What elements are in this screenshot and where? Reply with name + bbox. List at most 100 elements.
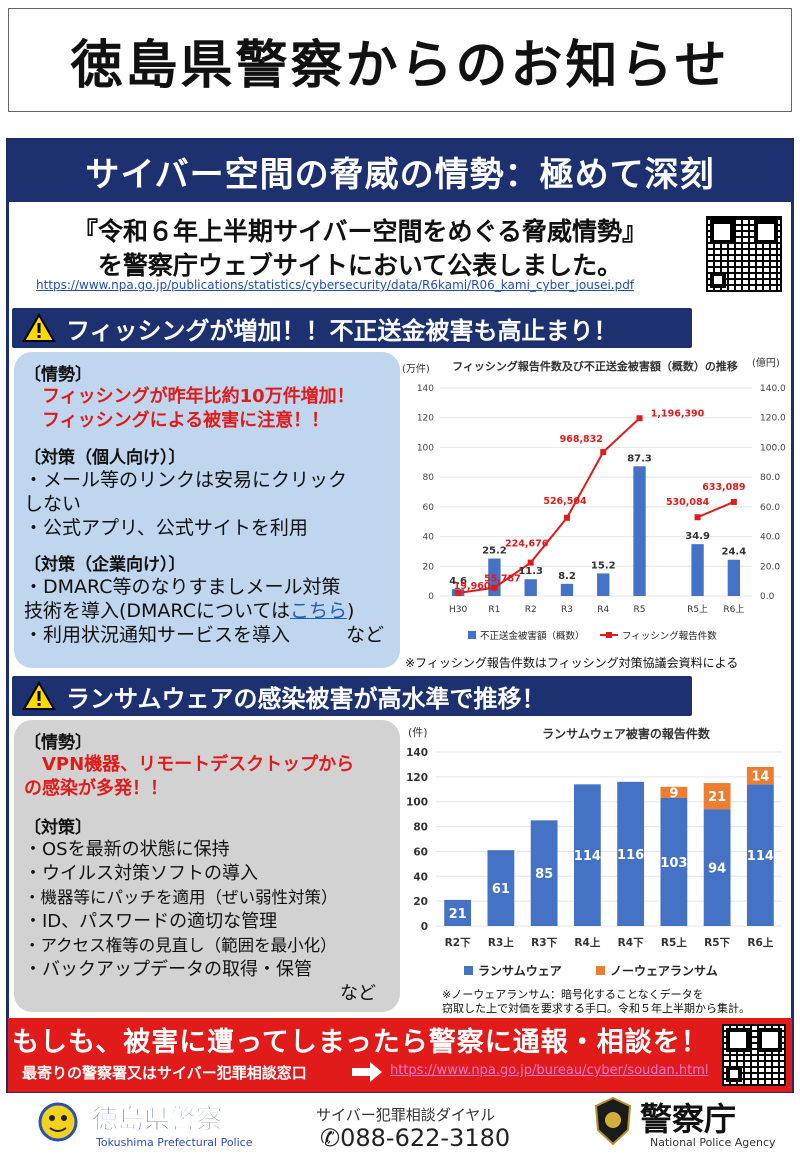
arrow-right-icon	[352, 1062, 382, 1082]
stacked-value-label: 14	[751, 770, 769, 785]
police-name: 徳島県警察	[91, 1104, 223, 1135]
line-point	[527, 559, 534, 566]
legend-swatch	[468, 631, 476, 639]
bar	[633, 466, 646, 596]
stacked-bar	[703, 783, 731, 810]
x-tick: R4上	[574, 936, 600, 949]
y-tick-left: 0	[428, 592, 434, 602]
chart-title: ランサムウェア被害の報告件数	[542, 726, 711, 741]
bar-value-label: 94	[708, 862, 726, 877]
phishing-source-note: ※フィッシング報告件数はフィッシング対策協議会資料による	[405, 656, 739, 670]
y-tick-right: 120.0	[760, 414, 786, 424]
note-line: ※ノーウェアランサム：暗号化することなくデータを	[442, 988, 704, 1001]
y-tick: 140	[406, 747, 428, 759]
x-tick: R5下	[704, 937, 730, 949]
legend-swatch	[606, 632, 612, 638]
ransomware-chart: ランサムウェア被害の報告件数 (件) 0 20 40 60 80 100 120 140 R2下…	[406, 726, 782, 978]
line-value-label: 1,196,390	[651, 408, 705, 419]
consultation-link[interactable]: https://www.npa.go.jp/bureau/cyber/souda…	[390, 1063, 709, 1078]
phone-icon: ✆	[320, 1124, 341, 1152]
y-axis-unit-right: (億円)	[752, 356, 780, 369]
bar-value-label: 103	[660, 856, 687, 871]
report-link[interactable]: https://www.npa.go.jp/publications/stati…	[36, 278, 635, 292]
phishing-situation-1: フィッシングが昨年比約10万件増加！	[42, 386, 355, 407]
bar	[530, 820, 558, 926]
ransomware-situation-2: の感染が多発！！	[24, 778, 168, 799]
x-tick: R3上	[488, 936, 514, 949]
phishing-heading: フィッシングが増加！！不正送金被害も高止まり！	[12, 308, 692, 348]
y-tick-left: 40	[423, 533, 435, 543]
y-tick: 80	[413, 822, 428, 834]
ransomware-panel: 〔情勢〕 VPN機器、リモートデスクトップから の感染が多発！！ 〔対策〕 ・O…	[14, 720, 400, 1012]
police-english-name: Tokushima Prefectural Police	[95, 1136, 253, 1149]
bar	[746, 784, 774, 926]
stacked-bar	[660, 786, 688, 798]
y-tick-right: 60.0	[760, 503, 780, 513]
x-tick: R5上	[687, 604, 708, 615]
x-tick: R5	[634, 605, 646, 615]
y-tick: 120	[406, 772, 428, 784]
line-series	[697, 501, 735, 519]
phishing-heading-text: フィッシングが増加！！不正送金被害も高止まり！	[66, 316, 618, 345]
line-value-label: 968,832	[560, 434, 603, 445]
corporate-measures-title: 〔対策（企業向け）〕	[24, 555, 186, 575]
bar-value-label: 15.2	[591, 560, 616, 571]
bar-value-label: 25.2	[482, 546, 507, 557]
consultation-qr-code[interactable]	[722, 1024, 786, 1086]
personal-measures-title: 〔対策（個人向け）〕	[24, 448, 186, 468]
bar-value-label: 87.3	[627, 453, 652, 464]
y-tick-right: 80.0	[760, 473, 780, 483]
bar-value-label: 4.6	[449, 576, 467, 587]
personal-measure: ・メール等のリンクは安易にクリック	[24, 469, 348, 491]
line-value-label: 526,504	[543, 496, 587, 507]
ransomware-measure: ・ID、パスワードの適切な管理	[24, 911, 278, 932]
y-tick-right: 100.0	[760, 443, 786, 453]
ransomware-situation-1: VPN機器、リモートデスクトップから	[42, 754, 355, 775]
legend-swatch	[464, 966, 473, 975]
ransomware-situation-title: 〔情勢〕	[24, 733, 92, 753]
x-tick: R2	[525, 605, 537, 615]
bar	[703, 809, 731, 926]
bar-value-label: 61	[492, 882, 510, 897]
line-point	[563, 514, 570, 521]
y-axis-label: (件)	[408, 726, 428, 739]
announcement-line-2: を警察庁ウェブサイトにおいて公表しました。	[97, 251, 623, 280]
line-series	[457, 417, 641, 595]
line-value-label: 633,089	[702, 482, 745, 493]
y-tick-left: 20	[423, 562, 435, 572]
bar-value-label: 24.4	[722, 547, 747, 558]
x-tick: R1	[488, 605, 500, 615]
bar	[660, 797, 688, 926]
stacked-value-label: 21	[708, 790, 726, 805]
line-point	[730, 498, 737, 505]
phishing-situation-2: フィッシングによる被害に注意！！	[42, 410, 330, 431]
y-tick: 0	[421, 921, 428, 933]
y-tick-left: 120	[417, 414, 434, 424]
ransomware-measures-title: 〔対策〕	[24, 818, 92, 838]
bar-value-label: 21	[449, 907, 467, 922]
etc-label: など	[345, 624, 384, 646]
report-qr-code[interactable]	[706, 216, 782, 292]
line-point	[455, 590, 462, 597]
dmarc-link[interactable]: こちら	[290, 600, 348, 622]
noware-ransom-note: ※ノーウェアランサム：暗号化することなくデータを 窃取した上で対価を要求する手口…	[442, 988, 782, 1016]
threat-banner: サイバー空間の脅威の情勢：極めて深刻	[8, 140, 792, 202]
x-tick: R4下	[618, 937, 644, 949]
bar	[691, 544, 704, 596]
npa-english-name: National Police Agency	[650, 1136, 776, 1149]
mascot-icon	[38, 1102, 78, 1142]
ransomware-measure: ・バックアップデータの取得・保管	[24, 959, 312, 980]
bar	[573, 784, 601, 926]
report-banner	[8, 1018, 792, 1092]
bar	[727, 559, 741, 596]
report-banner-title: もしも、被害に遭ってしまったら警察に通報・相談を！	[12, 1027, 709, 1058]
page-title: 徳島県警察からのお知らせ	[8, 8, 792, 112]
y-tick-right: 20.0	[760, 562, 780, 572]
bar	[617, 781, 645, 926]
phishing-chart: フィッシング報告件数及び不正送金被害額（概数）の推移 (万件) (億円) 0 0.…	[402, 356, 786, 642]
ransomware-heading: ランサムウェアの感染被害が高水準で推移！	[12, 676, 692, 716]
ransomware-heading-text: ランサムウェアの感染被害が高水準で推移！	[66, 684, 546, 713]
dial-number[interactable]: ✆088-622-3180	[320, 1124, 510, 1152]
ransomware-measure: ・機器等にパッチを適用（ぜい弱性対策）	[24, 888, 338, 907]
legend-label: ランサムウェア	[478, 964, 562, 978]
